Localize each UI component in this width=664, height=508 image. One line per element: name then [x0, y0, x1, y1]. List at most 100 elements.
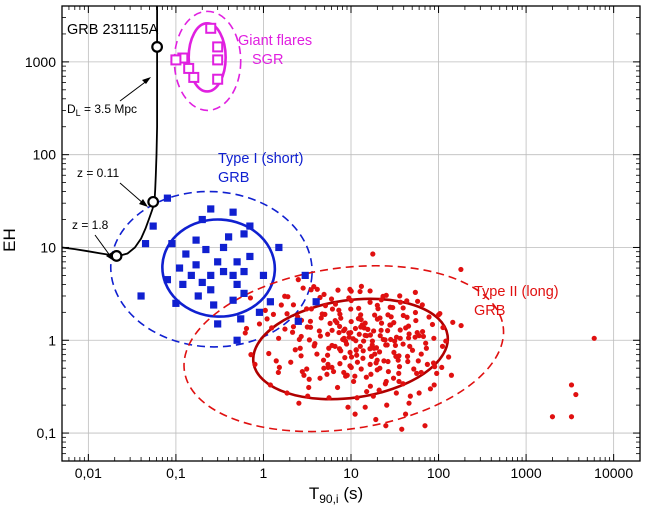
type2-point: [396, 378, 402, 385]
type2-point: [358, 312, 364, 318]
sgr-point: [212, 54, 224, 66]
type2-point: [278, 302, 284, 308]
type2-point: [357, 343, 363, 349]
type2-point: [437, 310, 443, 317]
y-tick-label: 10: [40, 239, 56, 255]
type2-point: [415, 298, 421, 304]
type2-point: [262, 307, 268, 313]
type2-point: [388, 336, 394, 343]
type1-point: [240, 267, 248, 276]
axis-ticks: [62, 6, 640, 461]
x-tick-label: 10: [343, 465, 359, 481]
type2-point: [367, 383, 373, 389]
type2-point: [356, 331, 362, 337]
type2-point: [412, 289, 418, 295]
type2-point: [418, 351, 424, 357]
type2-point: [306, 337, 313, 343]
type2-point: [276, 364, 282, 371]
type1-point: [229, 208, 237, 216]
type2-point: [346, 330, 352, 336]
type1-point: [266, 298, 274, 306]
type2-point: [407, 393, 413, 399]
type2-point: [346, 334, 352, 340]
type2-point: [370, 393, 376, 399]
type2-point: [289, 329, 296, 335]
type1-point: [194, 292, 202, 300]
type2-point: [432, 364, 438, 370]
type2-point: [393, 390, 399, 396]
dl-arrowhead: [142, 77, 151, 84]
x-tick-label: 0,01: [75, 465, 102, 481]
ellipse-type-i-1-sigma: [161, 218, 277, 318]
type2-point: [321, 365, 327, 371]
type2-point: [420, 333, 427, 340]
type2-point: [392, 342, 399, 349]
type2-point: [458, 266, 464, 273]
type2-point: [406, 400, 412, 406]
type2-point: [409, 347, 416, 353]
type2-point: [308, 287, 314, 293]
type2-point: [375, 306, 381, 312]
type2-point: [344, 372, 350, 378]
z2-arrow: [94, 234, 112, 258]
type2-point: [328, 296, 335, 302]
type2-point: [367, 299, 373, 305]
type2-point: [326, 395, 332, 401]
type2-point: [385, 312, 391, 318]
type2-point: [397, 293, 403, 299]
y-tick-labels: 0,1 1 10 100 1000: [25, 54, 56, 441]
type2-point: [392, 338, 398, 344]
type2-point: [391, 320, 397, 326]
z-label-2: z = 1.8: [72, 218, 109, 232]
type2-point: [297, 345, 303, 351]
type2-point: [301, 372, 307, 378]
type2-point: [358, 366, 364, 372]
type2-point: [316, 328, 322, 334]
type2-point: [440, 324, 446, 331]
type2-point: [431, 382, 437, 388]
type2-point: [414, 370, 420, 376]
type2-point: [404, 314, 410, 320]
type2-point: [335, 287, 341, 293]
type1-point: [246, 252, 254, 261]
type1-point: [163, 194, 172, 202]
type2-point: [360, 355, 366, 361]
type2-point: [405, 358, 411, 365]
type2-point: [282, 293, 288, 299]
dl-label: DL = 3.5 Mpc: [67, 102, 137, 118]
type1-point: [198, 278, 206, 287]
type1-point: [207, 205, 215, 213]
type1-point: [214, 320, 222, 328]
type2-point: [314, 351, 320, 357]
type2-point: [308, 306, 315, 312]
type2-point: [418, 369, 424, 376]
type2-point: [337, 323, 343, 330]
type2-point: [358, 283, 365, 289]
type1-point: [219, 243, 228, 252]
type2-point: [372, 312, 378, 318]
type2-points: [242, 251, 597, 432]
type2-point: [354, 352, 360, 358]
type2-point: [320, 357, 327, 363]
type2-point: [346, 295, 352, 301]
type1-point: [312, 298, 320, 306]
sgr-point: [183, 62, 195, 74]
type2-point: [368, 353, 375, 360]
type2-point: [352, 325, 359, 332]
sgr-points: [170, 22, 224, 85]
type1-point: [233, 336, 241, 344]
type2-point: [395, 357, 401, 363]
type2-point: [330, 368, 337, 375]
type2-point: [405, 323, 412, 329]
type2-point: [276, 335, 282, 341]
type2-point: [374, 316, 381, 322]
type2-label-1: Type II (long): [474, 284, 559, 300]
type2-point: [362, 404, 368, 410]
type2-point: [396, 364, 403, 370]
type2-point: [341, 369, 347, 376]
type2-point: [332, 301, 339, 307]
type1-point: [198, 215, 206, 224]
type2-point: [273, 358, 279, 364]
type2-point: [402, 411, 409, 417]
